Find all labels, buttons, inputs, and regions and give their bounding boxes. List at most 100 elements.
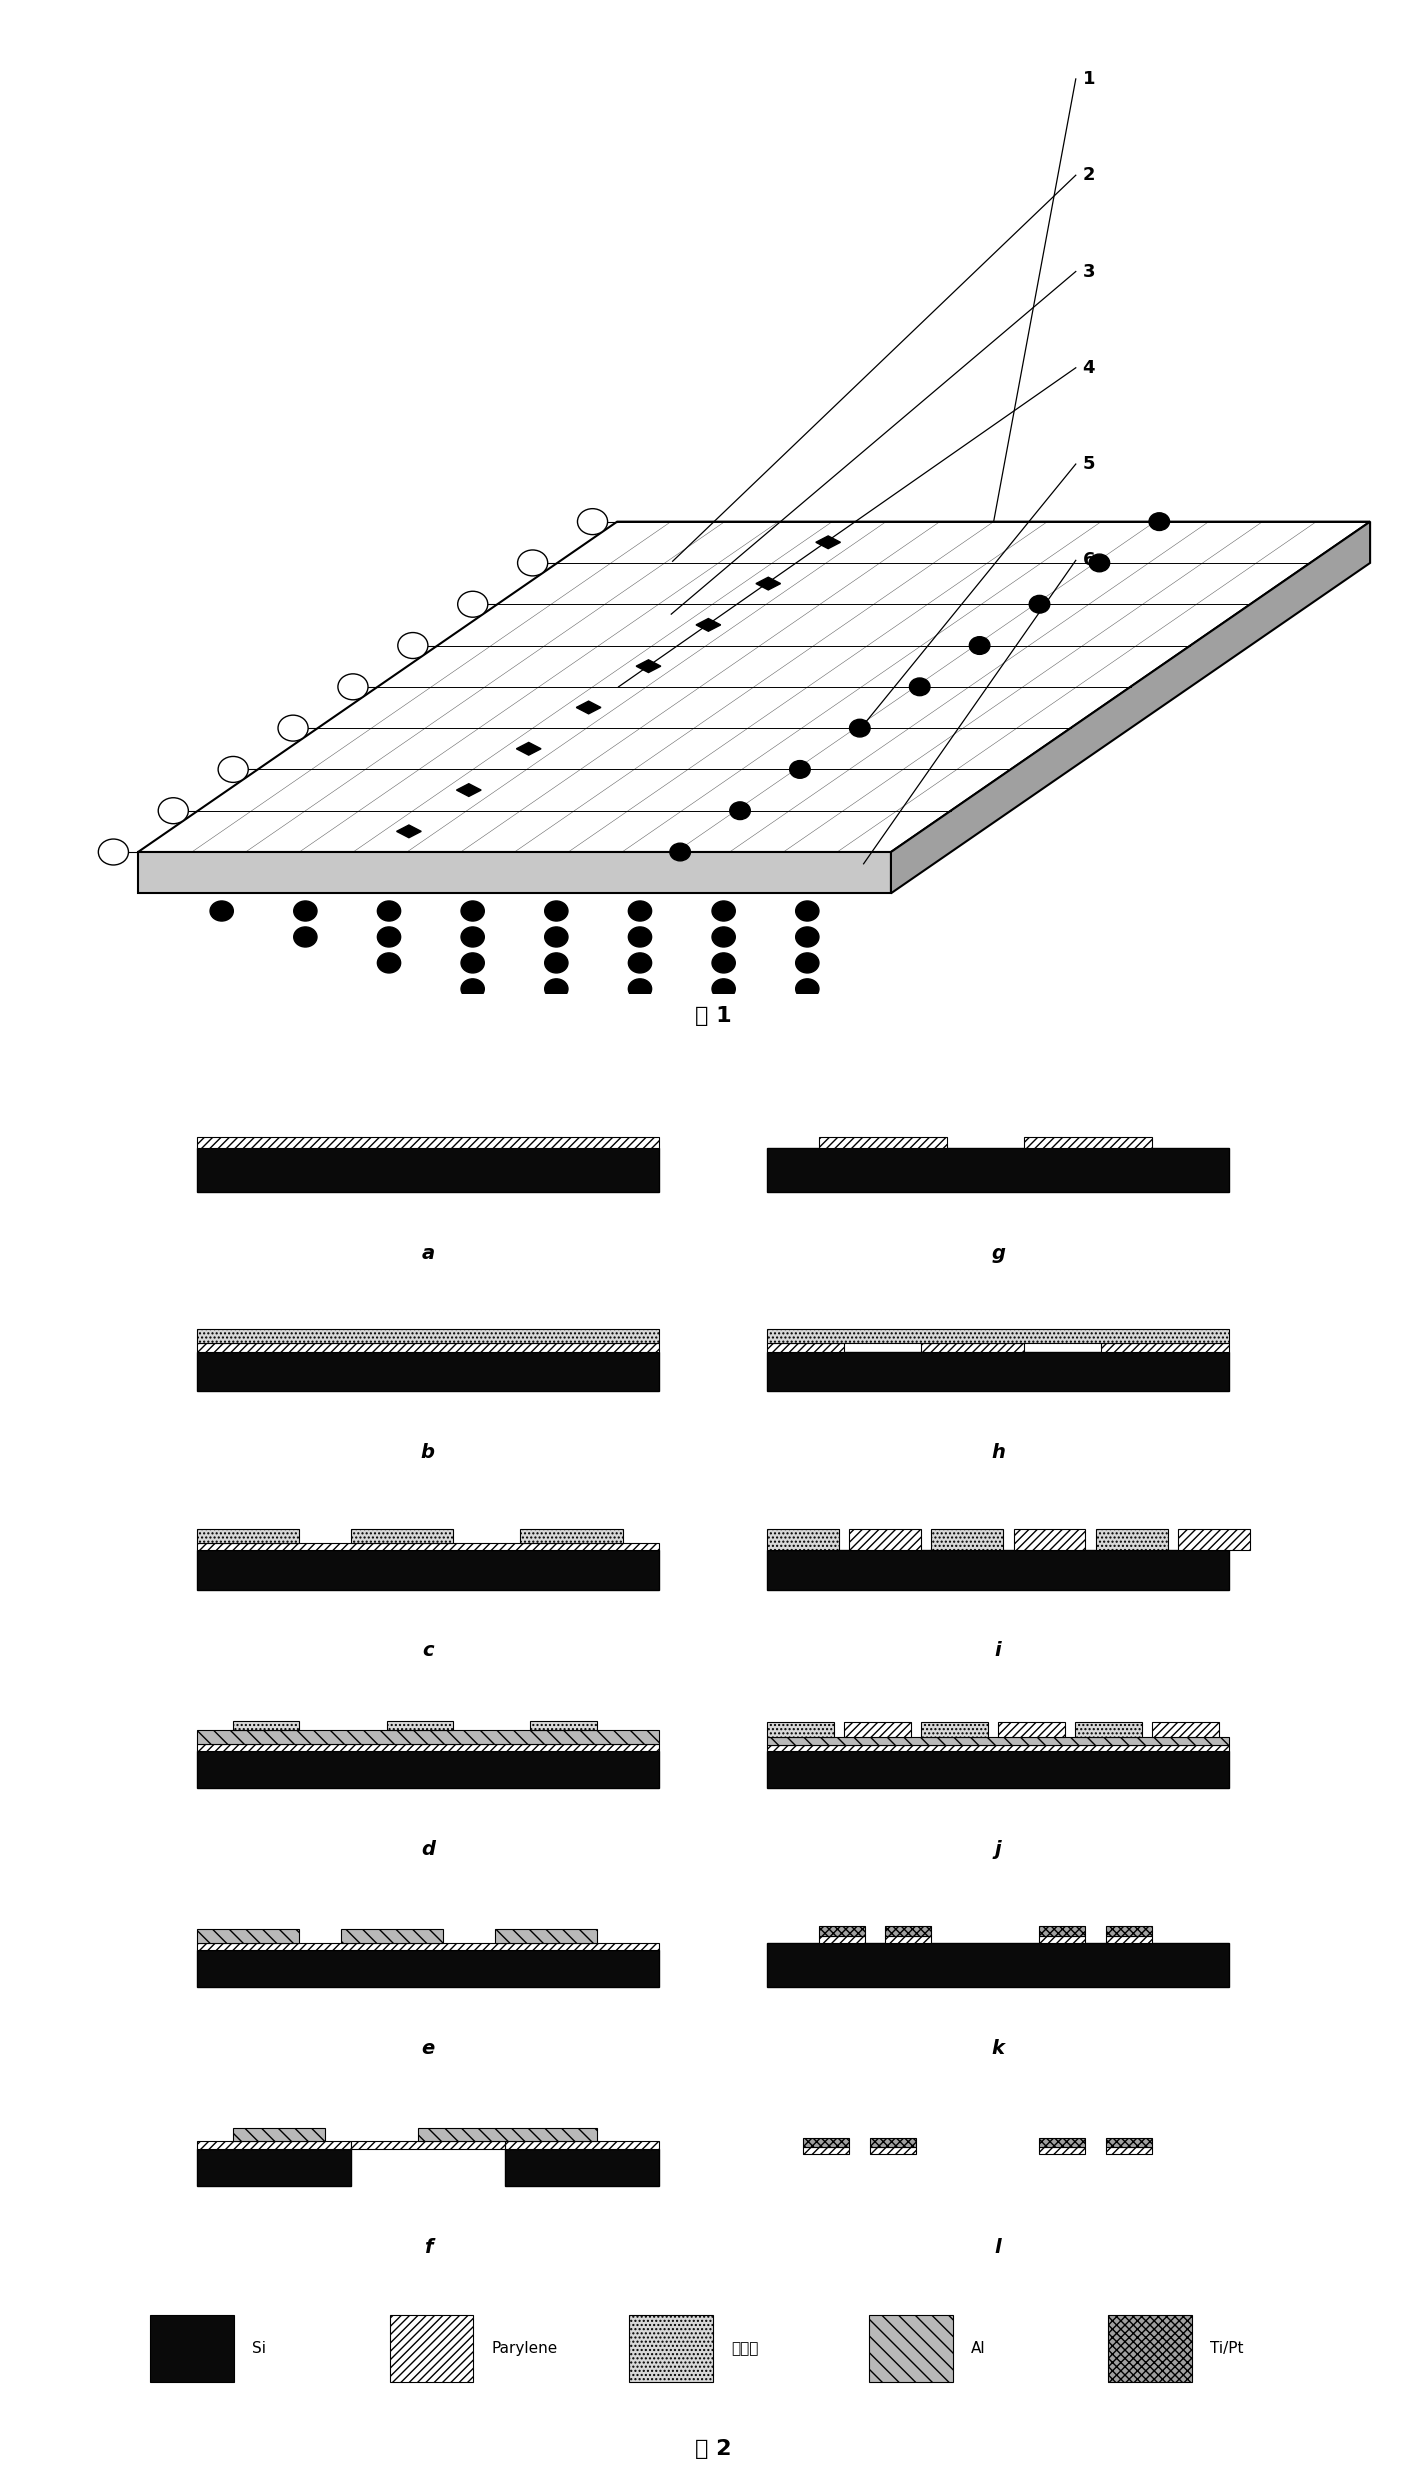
Circle shape [461,954,485,974]
Circle shape [278,715,308,740]
Bar [197,1930,299,1942]
Circle shape [578,509,607,534]
Text: 图 1: 图 1 [694,1006,732,1026]
Bar [767,1550,1229,1590]
Circle shape [461,927,485,946]
Polygon shape [138,522,1370,852]
Bar [767,1344,844,1351]
Bar [819,1935,864,1942]
Bar [1107,2146,1152,2154]
Circle shape [545,1006,568,1026]
Text: j: j [995,1841,1001,1858]
Circle shape [158,797,188,825]
Bar [197,1530,299,1543]
Circle shape [98,840,128,864]
Bar [803,2139,850,2146]
Circle shape [545,954,568,974]
Bar [767,1744,1229,1751]
Circle shape [629,979,652,999]
Bar [1095,1530,1168,1550]
Circle shape [850,720,870,738]
Bar [197,2149,351,2186]
Bar [767,1329,1229,1344]
Bar [868,2315,953,2382]
Circle shape [338,673,368,700]
Bar [150,2315,234,2382]
Circle shape [712,1031,736,1051]
Text: Al: Al [971,2340,985,2357]
Bar [1107,2139,1152,2146]
Text: g: g [991,1244,1005,1262]
Polygon shape [816,537,840,549]
Polygon shape [636,661,660,673]
Circle shape [796,927,819,946]
Bar [1152,1721,1219,1736]
Bar [1075,1721,1142,1736]
Text: c: c [422,1642,434,1659]
Bar [197,1950,659,1987]
Polygon shape [396,825,421,837]
Circle shape [796,1056,819,1076]
Text: Parylene: Parylene [492,2340,558,2357]
Circle shape [910,678,930,696]
Polygon shape [456,782,481,797]
Bar [530,1721,597,1731]
Bar [1014,1530,1085,1550]
Text: 6: 6 [1082,551,1095,569]
Circle shape [796,1006,819,1026]
Text: 光刻胶: 光刻胶 [732,2340,759,2357]
Text: 2: 2 [1082,166,1095,184]
Circle shape [712,954,736,974]
Circle shape [1030,596,1050,614]
Circle shape [461,979,485,999]
Bar [197,1543,659,1550]
Circle shape [629,1031,652,1051]
Circle shape [398,633,428,658]
Bar [767,1736,1229,1744]
Bar [767,1148,1229,1192]
Circle shape [712,927,736,946]
Bar [341,1930,443,1942]
Bar [1024,1138,1152,1148]
Circle shape [629,954,652,974]
Text: 5: 5 [1082,455,1095,472]
Bar [870,2139,915,2146]
Text: 4: 4 [1082,358,1095,378]
Circle shape [970,636,990,653]
Bar [850,1530,921,1550]
Text: e: e [421,2039,435,2057]
Bar [351,2141,505,2149]
Bar [1040,1935,1085,1942]
Bar [767,1721,834,1736]
Text: f: f [424,2238,432,2255]
Circle shape [796,1083,819,1103]
Bar [767,1751,1229,1788]
Text: Ti/Pt: Ti/Pt [1211,2340,1243,2357]
Circle shape [518,549,548,576]
Circle shape [712,979,736,999]
Bar [921,1721,988,1736]
Bar [197,1731,659,1744]
Text: b: b [421,1443,435,1461]
Bar [197,1744,659,1751]
Text: a: a [421,1244,435,1262]
Bar [197,1942,659,1950]
Circle shape [294,927,317,946]
Text: d: d [421,1841,435,1858]
Circle shape [218,758,248,782]
Circle shape [545,927,568,946]
Polygon shape [891,522,1370,894]
Circle shape [712,1056,736,1076]
Text: 1: 1 [1082,70,1095,87]
Text: 3: 3 [1082,263,1095,281]
Circle shape [796,1031,819,1051]
Bar [921,1344,1024,1351]
Bar [1040,2139,1085,2146]
Bar [998,1721,1065,1736]
Circle shape [670,842,690,862]
Bar [232,2129,325,2141]
Bar [197,2141,351,2149]
Circle shape [629,927,652,946]
Circle shape [378,954,401,974]
Bar [1178,1530,1249,1550]
